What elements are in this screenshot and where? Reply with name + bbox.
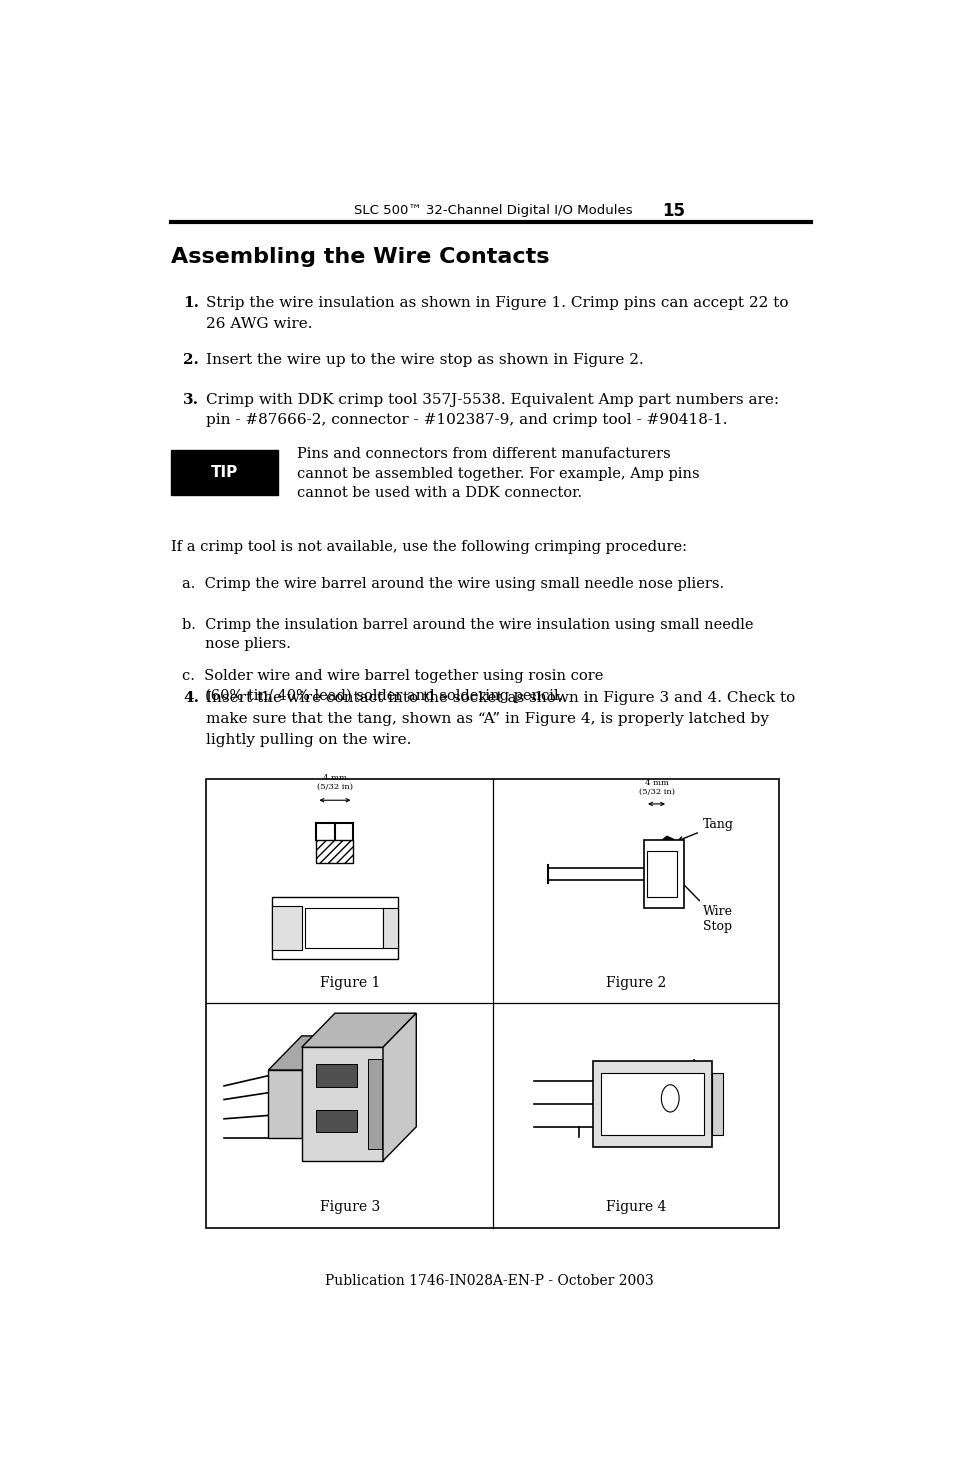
Polygon shape xyxy=(301,1013,416,1047)
Text: a.  Crimp the wire barrel around the wire using small needle nose pliers.: a. Crimp the wire barrel around the wire… xyxy=(182,577,723,591)
Text: Figure 3: Figure 3 xyxy=(319,1201,379,1214)
Polygon shape xyxy=(382,1013,416,1161)
Text: If a crimp tool is not available, use the following crimping procedure:: If a crimp tool is not available, use th… xyxy=(171,540,686,555)
Text: SLC 500™ 32-Channel Digital I/O Modules: SLC 500™ 32-Channel Digital I/O Modules xyxy=(355,204,633,217)
Text: Publication 1746-IN028A-EN-P - October 2003: Publication 1746-IN028A-EN-P - October 2… xyxy=(324,1274,653,1288)
Bar xyxy=(647,851,677,897)
Text: Crimp with DDK crimp tool 357J-5538. Equivalent Amp part numbers are:
pin - #876: Crimp with DDK crimp tool 357J-5538. Equ… xyxy=(206,392,779,428)
Text: 3.: 3. xyxy=(183,392,199,407)
Polygon shape xyxy=(301,1047,382,1161)
Text: 4.: 4. xyxy=(183,692,199,705)
Bar xyxy=(316,1109,356,1133)
Text: Figure 1: Figure 1 xyxy=(319,975,379,990)
Text: Pins and connectors from different manufacturers
cannot be assembled together. F: Pins and connectors from different manuf… xyxy=(296,447,699,500)
Text: b.  Crimp the insulation barrel around the wire insulation using small needle
  : b. Crimp the insulation barrel around th… xyxy=(182,618,753,650)
Text: 2.: 2. xyxy=(183,353,199,367)
Text: Strip the wire insulation as shown in Figure 1. Crimp pins can accept 22 to
26 A: Strip the wire insulation as shown in Fi… xyxy=(206,296,788,330)
Bar xyxy=(206,779,779,1227)
Bar xyxy=(305,909,382,948)
Bar xyxy=(643,839,683,909)
Bar xyxy=(711,1072,722,1136)
Text: 1.: 1. xyxy=(183,296,199,310)
Bar xyxy=(593,1062,711,1146)
Bar xyxy=(600,1072,703,1136)
Text: Figure 2: Figure 2 xyxy=(605,975,665,990)
Bar xyxy=(368,1059,381,1149)
Text: Tang: Tang xyxy=(678,817,733,841)
Text: Figure 4: Figure 4 xyxy=(605,1201,666,1214)
Text: 4 mm
(5/32 in): 4 mm (5/32 in) xyxy=(316,774,353,791)
Text: 4 mm
(5/32 in): 4 mm (5/32 in) xyxy=(638,779,674,797)
Bar xyxy=(382,909,397,948)
Bar xyxy=(272,897,397,959)
Text: 15: 15 xyxy=(662,202,685,220)
Text: Insert the wire contact into the socket as shown in Figure 3 and 4. Check to
mak: Insert the wire contact into the socket … xyxy=(206,692,795,746)
Polygon shape xyxy=(268,1069,301,1139)
Text: c.  Solder wire and wire barrel together using rosin core
     (60% tin/ 40% lea: c. Solder wire and wire barrel together … xyxy=(182,668,603,704)
Polygon shape xyxy=(268,1035,335,1069)
Text: Insert the wire up to the wire stop as shown in Figure 2.: Insert the wire up to the wire stop as s… xyxy=(206,353,643,367)
Bar xyxy=(171,450,278,496)
Bar xyxy=(316,839,353,863)
Text: Wire
Stop: Wire Stop xyxy=(670,872,732,934)
Bar xyxy=(272,906,301,950)
Polygon shape xyxy=(655,836,681,851)
Circle shape xyxy=(660,1084,679,1112)
Text: Assembling the Wire Contacts: Assembling the Wire Contacts xyxy=(171,248,549,267)
Text: A: A xyxy=(673,1059,698,1083)
Text: TIP: TIP xyxy=(211,465,238,479)
Bar xyxy=(316,1065,356,1087)
